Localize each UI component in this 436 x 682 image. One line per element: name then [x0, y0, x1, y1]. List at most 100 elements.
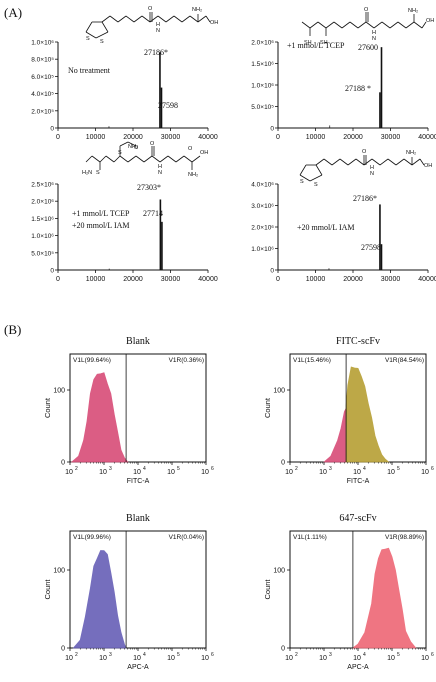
x-tick-label: 0 [56, 276, 60, 283]
structure-atom-label: O [148, 6, 153, 12]
x-tick-label-exponent: 2 [295, 652, 298, 658]
structure-bond [349, 21, 359, 29]
structure-atom-label: S [300, 179, 304, 185]
structure-bond [165, 15, 175, 23]
y-tick-label: 100 [53, 568, 65, 575]
structure-bond [301, 21, 311, 29]
structure-atom-label: H [156, 22, 160, 28]
x-tick-label-base: 10 [99, 469, 107, 476]
y-tick-label: 0 [50, 126, 54, 133]
structure-atom-label: O [362, 149, 367, 155]
structure-bond [299, 174, 311, 182]
y-tick-label: 2.0×10⁵ [31, 108, 54, 115]
y-tick-label: 1.0×10⁶ [31, 233, 54, 240]
structure-bond [397, 21, 407, 29]
structure-bond [91, 155, 101, 163]
structure-atom-label: H [370, 165, 374, 171]
structure-bond [325, 21, 335, 29]
structure-atom-label: NH₂ [128, 144, 138, 150]
structure-atom-label: S [100, 39, 104, 45]
structure-atom-label: S [96, 170, 100, 176]
structure-bond [395, 158, 405, 166]
y-axis-label: Count [43, 397, 52, 418]
mass-spectrum-panel: 0 5.0×10⁵ 1.0×10⁶ 1.5×10⁶ 2.0×10⁶ 2.5×10⁶ 0 100… [31, 141, 218, 283]
peak-mass-label: 27188 * [345, 84, 371, 93]
structure-bond [127, 155, 137, 163]
structure-atom-label: NH₂ [406, 150, 416, 156]
structure-bond [105, 155, 115, 163]
x-tick-label-base: 10 [65, 469, 73, 476]
structure-bond [315, 164, 323, 176]
x-tick-label: 10000 [86, 276, 106, 283]
y-tick-label: 1.5×10⁶ [251, 61, 274, 68]
structure-bond [339, 158, 349, 166]
structure-bond [159, 155, 169, 163]
gate-left-label: V1L(99.96%) [73, 534, 111, 541]
x-tick-label-base: 10 [285, 469, 293, 476]
y-tick-label: 0 [281, 646, 285, 653]
x-tick-label-base: 10 [353, 655, 361, 662]
x-tick-label: 40000 [418, 134, 436, 141]
x-tick-label-exponent: 4 [143, 466, 146, 472]
x-axis-label: APC-A [127, 664, 149, 671]
mass-spectrum-panel: 0 5.0×10⁵ 1.0×10⁶ 1.5×10⁶ 2.0×10⁶ 0 10000 20000… [251, 7, 436, 141]
x-tick-label-exponent: 2 [295, 466, 298, 472]
structure-bond [387, 158, 397, 166]
y-tick-label: 2.5×10⁶ [31, 182, 54, 189]
structure-bond [95, 31, 109, 39]
structure-bond [127, 141, 137, 147]
structure-bond [109, 15, 119, 23]
gate-left-label: V1L(15.46%) [293, 357, 331, 364]
structure-bond [379, 158, 389, 166]
x-tick-label: 40000 [198, 276, 218, 283]
structure-bond [135, 155, 145, 163]
y-axis-label: Count [263, 579, 272, 600]
structure-bond [421, 21, 427, 29]
structure-bond [315, 158, 325, 166]
histogram-title: 647-scFv [339, 513, 376, 524]
structure-atom-label: NH₂ [192, 7, 202, 13]
structure-atom-label: S [118, 150, 122, 156]
structure-bond [101, 15, 111, 23]
x-tick-label-exponent: 5 [177, 652, 180, 658]
gate-right-label: V1R(84.54%) [385, 357, 424, 364]
x-tick-label-exponent: 3 [329, 652, 332, 658]
x-axis-label: APC-A [347, 664, 369, 671]
mass-spectrum-panel: 0 1.0×10⁶ 2.0×10⁶ 3.0×10⁶ 4.0×10⁶ 0 10000 20000… [251, 149, 436, 283]
x-tick-label-base: 10 [133, 469, 141, 476]
structure-atom-label: OH [426, 18, 434, 24]
y-tick-label: 5.0×10⁵ [31, 250, 54, 257]
x-tick-label-base: 10 [201, 655, 209, 662]
x-tick-label-exponent: 3 [109, 466, 112, 472]
x-tick-label-base: 10 [387, 655, 395, 662]
x-tick-label: 30000 [381, 276, 401, 283]
structure-bond [381, 21, 391, 29]
structure-atom-label: OH [424, 163, 432, 169]
histogram-title: Blank [126, 336, 150, 347]
structure-bond [119, 141, 129, 147]
structure-atom-label: OH [210, 20, 218, 26]
y-tick-label: 2.0×10⁶ [251, 40, 274, 47]
x-tick-label-exponent: 3 [109, 652, 112, 658]
structure-bond [157, 15, 167, 23]
x-tick-label-base: 10 [167, 469, 175, 476]
y-tick-label: 0 [61, 460, 65, 467]
peak-mass-label: 27186* [353, 194, 377, 203]
mass-spectra: 0 2.0×10⁵ 4.0×10⁵ 6.0×10⁵ 8.0×10⁵ 1.0×10⁶ 0 100… [31, 6, 436, 283]
structure-bond [413, 21, 423, 29]
x-tick-label: 30000 [161, 134, 181, 141]
panel-label-b: (B) [4, 322, 21, 337]
histogram-area [351, 547, 417, 649]
treatment-annotation: No treatment [68, 66, 111, 75]
gate-right-label: V1R(0.36%) [169, 357, 204, 364]
x-tick-label-base: 10 [133, 655, 141, 662]
structure-bond [363, 158, 373, 166]
structure-bond [365, 21, 375, 29]
histogram-title: Blank [126, 513, 150, 524]
x-tick-label-base: 10 [353, 469, 361, 476]
y-tick-label: 6.0×10⁵ [31, 74, 54, 81]
structure-atom-label: N [156, 28, 160, 34]
structure-bond [389, 21, 399, 29]
x-tick-label: 0 [276, 134, 280, 141]
